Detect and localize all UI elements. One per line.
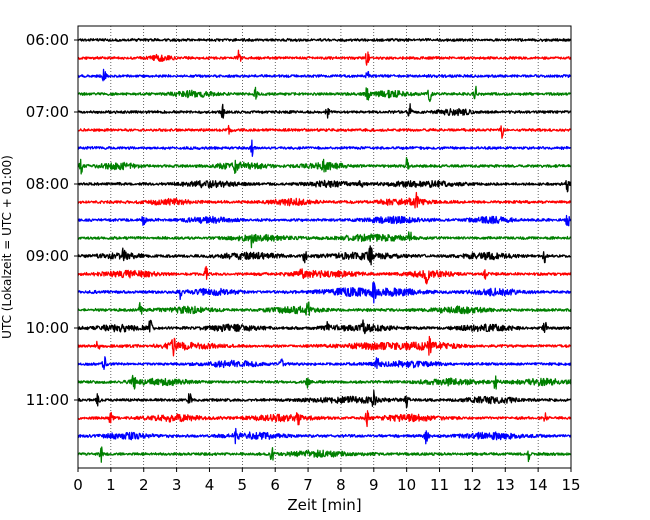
seismogram-trace	[77, 49, 572, 66]
seismogram-trace	[77, 124, 572, 139]
seismogram-trace	[77, 389, 572, 409]
x-tick-label: 14	[529, 476, 548, 494]
seismogram-trace	[77, 281, 572, 304]
seismogram-trace	[77, 265, 572, 285]
plot-area	[78, 26, 571, 468]
plot-frame	[77, 25, 572, 469]
seismogram-trace	[77, 446, 572, 463]
seismogram-trace	[77, 427, 572, 445]
seismogram-trace	[77, 301, 572, 316]
seismogram-trace	[77, 156, 572, 175]
x-tick-label: 2	[139, 476, 149, 494]
seismogram-trace	[77, 68, 572, 82]
x-tick-label: 11	[430, 476, 449, 494]
x-tick-label: 0	[73, 476, 83, 494]
seismogram-trace	[77, 356, 572, 370]
trace-group	[77, 37, 572, 463]
seismogram-trace	[77, 191, 572, 209]
seismogram-trace	[77, 410, 572, 428]
x-tick-label: 4	[205, 476, 215, 494]
seismogram-trace	[77, 103, 572, 119]
x-tick-label: 9	[369, 476, 379, 494]
seismogram-trace	[77, 214, 572, 227]
x-tick-label: 3	[172, 476, 182, 494]
y-tick-label: 06:00	[26, 31, 69, 49]
x-tick-label: 15	[561, 476, 580, 494]
y-tick-label: 11:00	[26, 391, 69, 409]
x-tick-label: 1	[106, 476, 116, 494]
seismogram-trace	[77, 37, 572, 43]
seismogram-trace	[77, 319, 572, 335]
x-tick-label: 12	[463, 476, 482, 494]
y-tick-label: 10:00	[26, 319, 69, 337]
seismogram-trace	[77, 374, 572, 390]
y-axis: 06:00 07:00 08:00 09:00 10:00 11:00	[26, 31, 78, 409]
seismogram-trace	[77, 335, 572, 357]
y-tick-label: 09:00	[26, 247, 69, 265]
x-axis: 0 1 2 3 4 5 6 7 8 9 10 11 12 13 14 15	[73, 468, 581, 494]
seismogram-trace	[77, 179, 572, 193]
seismogram-trace	[77, 85, 572, 103]
seismogram-trace	[77, 231, 572, 249]
x-tick-label: 5	[238, 476, 248, 494]
seismogram-trace	[77, 139, 572, 157]
x-tick-label: 10	[397, 476, 416, 494]
x-tick-label: 7	[303, 476, 313, 494]
x-axis-label: Zeit [min]	[287, 496, 361, 514]
x-tick-label: 13	[496, 476, 515, 494]
y-axis-label: UTC (Lokalzeit = UTC + 01:00)	[0, 155, 14, 339]
y-tick-label: 07:00	[26, 103, 69, 121]
x-tick-label: 6	[270, 476, 280, 494]
x-tick-label: 8	[336, 476, 346, 494]
seismogram-trace	[77, 245, 572, 266]
y-tick-label: 08:00	[26, 175, 69, 193]
